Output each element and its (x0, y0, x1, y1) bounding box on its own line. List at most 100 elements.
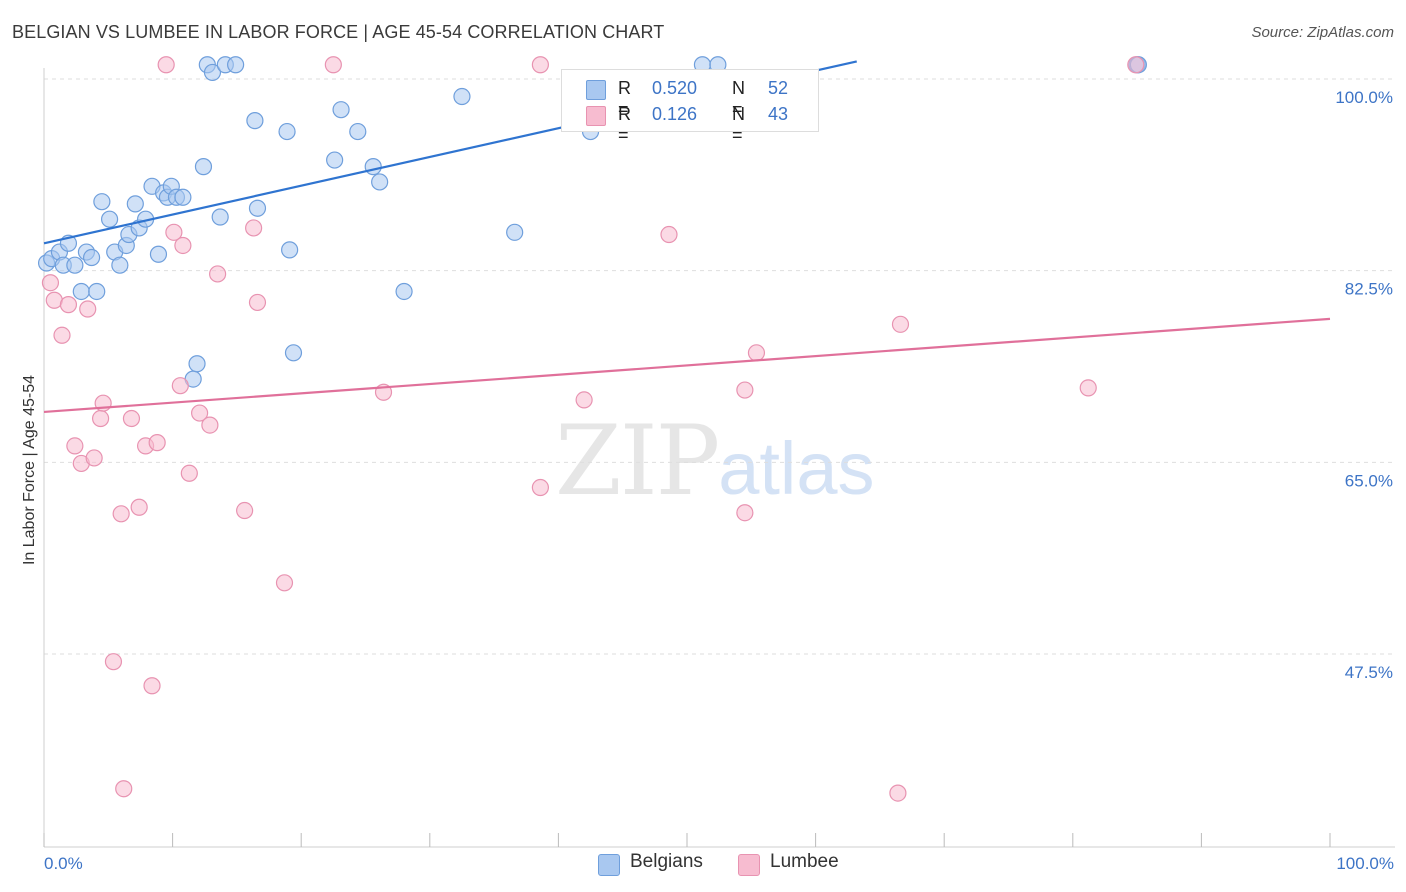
chart-title: BELGIAN VS LUMBEE IN LABOR FORCE | AGE 4… (12, 22, 665, 42)
point-belgians (371, 173, 389, 191)
point-lumbee (747, 344, 766, 362)
correlation-legend: R = 0.520 N = 52 R = 0.126 N = 43 (561, 69, 819, 145)
point-lumbee (66, 437, 84, 455)
point-lumbee (889, 784, 907, 802)
legend-n-value: 43 (768, 104, 789, 124)
point-lumbee (174, 236, 192, 255)
point-lumbee (122, 409, 141, 428)
point-belgians (326, 151, 344, 169)
point-belgians (227, 56, 245, 74)
legend-n-label: N = (732, 78, 745, 119)
legend-swatch-belgians (586, 80, 606, 100)
point-belgians (174, 188, 192, 206)
point-belgians (364, 158, 382, 176)
point-lumbee (1127, 56, 1145, 74)
point-lumbee (736, 381, 754, 399)
point-lumbee (171, 377, 189, 395)
point-belgians (349, 122, 367, 141)
point-lumbee (91, 409, 110, 428)
point-belgians (82, 248, 101, 267)
point-lumbee (209, 265, 227, 283)
point-belgians (149, 245, 168, 263)
point-belgians (246, 112, 264, 130)
point-lumbee (660, 225, 678, 244)
point-belgians (284, 344, 303, 362)
series-legend-label: Belgians (630, 851, 703, 872)
point-lumbee (531, 478, 549, 497)
y-tick-label: 100.0% (1335, 88, 1393, 107)
legend-r-label: R = (618, 104, 631, 145)
point-lumbee (112, 505, 130, 523)
point-belgians (248, 199, 267, 217)
point-belgians (188, 355, 206, 373)
point-lumbee (115, 780, 133, 798)
point-lumbee (1079, 379, 1097, 397)
tick-label-layer: 0.0% 100.0% 47.5% 65.0% 82.5% 100.0% (44, 88, 1394, 873)
point-lumbee (891, 315, 910, 333)
point-belgians (332, 101, 350, 119)
legend-swatch-lumbee (586, 106, 606, 126)
point-belgians (126, 195, 144, 213)
points-layer (37, 56, 1147, 802)
point-belgians (453, 87, 471, 106)
point-belgians (203, 63, 222, 82)
y-tick-label: 47.5% (1345, 663, 1393, 682)
legend-r-value: 0.520 (652, 78, 698, 98)
point-lumbee (201, 416, 219, 434)
point-lumbee (165, 223, 183, 241)
point-belgians (100, 210, 119, 228)
point-belgians (211, 208, 229, 226)
series-legend-label: Lumbee (770, 851, 839, 872)
point-belgians (111, 256, 129, 274)
x-tick-label-min: 0.0% (44, 854, 83, 873)
source-credit: Source: ZipAtlas.com (1251, 24, 1394, 41)
point-belgians (66, 256, 84, 274)
grid-layer (44, 78, 1395, 655)
legend-r-value: 0.126 (652, 104, 698, 124)
x-tick-label-max: 100.0% (1336, 854, 1394, 873)
point-lumbee (575, 391, 593, 409)
y-tick-label: 65.0% (1345, 471, 1393, 490)
point-lumbee (41, 274, 60, 292)
point-lumbee (130, 498, 148, 516)
point-lumbee (148, 434, 166, 452)
point-belgians (88, 282, 106, 301)
series-swatch-belgians (598, 854, 620, 876)
point-lumbee (104, 653, 123, 671)
series-swatch-lumbee (738, 854, 760, 876)
point-lumbee (180, 464, 198, 482)
point-lumbee (245, 219, 263, 237)
point-lumbee (191, 404, 209, 422)
point-belgians (395, 282, 413, 301)
point-lumbee (324, 56, 342, 74)
point-lumbee (248, 293, 267, 312)
point-belgians (278, 122, 296, 141)
trendline-lumbee (43, 317, 1331, 414)
point-lumbee (53, 326, 71, 344)
legend-n-label: N = (732, 104, 745, 145)
point-belgians (93, 193, 111, 211)
point-lumbee (45, 291, 63, 309)
point-lumbee (736, 504, 754, 522)
point-belgians (506, 223, 524, 241)
legend-n-value: 52 (768, 78, 789, 98)
axis-layer (43, 68, 1395, 848)
point-lumbee (59, 296, 78, 314)
point-lumbee (85, 449, 103, 467)
point-belgians (194, 158, 213, 176)
point-belgians (72, 282, 90, 301)
point-lumbee (157, 56, 175, 74)
series-legend: Belgians Lumbee (0, 851, 1406, 877)
watermark-zip: ZIP (555, 405, 720, 517)
point-lumbee (275, 574, 294, 592)
watermark: ZIPatlas (555, 405, 875, 517)
point-lumbee (143, 677, 161, 695)
y-tick-label: 82.5% (1345, 280, 1393, 299)
legend-r-label: R = (618, 78, 631, 119)
point-belgians (281, 241, 299, 259)
point-lumbee (79, 300, 97, 318)
point-lumbee (236, 501, 254, 520)
point-lumbee (531, 56, 549, 74)
watermark-atlas: atlas (718, 427, 875, 510)
